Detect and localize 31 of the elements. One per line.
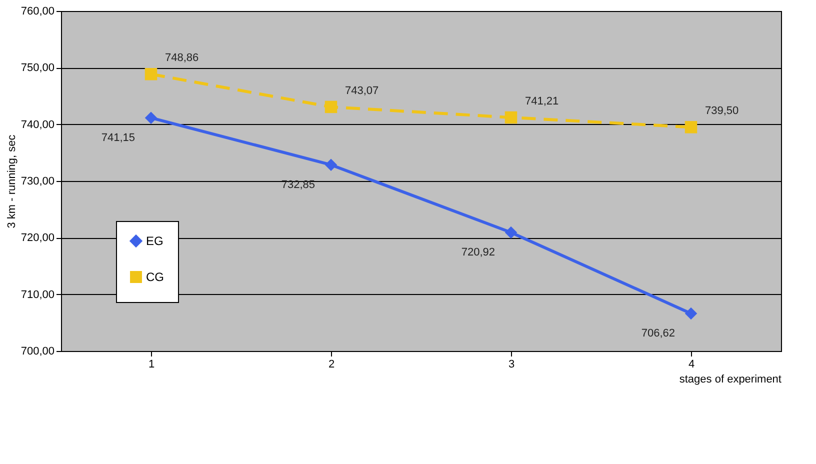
point xyxy=(144,112,158,124)
x-tick-label: 1 xyxy=(148,358,155,370)
point xyxy=(144,68,158,80)
legend-label: EG xyxy=(146,234,164,248)
data-label: 732,85 xyxy=(281,178,315,191)
y-tick-label: 740,00 xyxy=(20,118,54,131)
y-tick-label: 710,00 xyxy=(20,288,54,301)
point xyxy=(684,121,698,134)
data-label: 743,07 xyxy=(345,84,379,97)
data-label: 748,86 xyxy=(165,52,199,64)
point xyxy=(324,100,338,114)
data-label: 720,92 xyxy=(461,246,495,258)
y-tick-label: 720,00 xyxy=(20,232,54,244)
x-tick-label: 2 xyxy=(328,358,335,370)
data-label: 706,62 xyxy=(641,327,675,340)
x-tick-label: 3 xyxy=(508,358,515,370)
y-axis-title: 3 km - running, sec xyxy=(6,134,18,228)
y-tick-label: 730,00 xyxy=(20,176,54,188)
legend-label: CG xyxy=(146,270,164,284)
data-label: 739,50 xyxy=(705,105,739,118)
point xyxy=(504,111,518,124)
y-tick-label: 760,00 xyxy=(20,6,54,18)
y-tick-label: 700,00 xyxy=(20,346,54,358)
x-tick-label: 4 xyxy=(688,358,695,370)
data-label: 741,21 xyxy=(525,95,559,108)
point xyxy=(324,158,338,171)
point xyxy=(684,307,698,320)
y-tick-label: 750,00 xyxy=(20,62,54,74)
point xyxy=(504,226,518,239)
x-axis-title: stages of experiment xyxy=(679,374,782,386)
data-label: 741,15 xyxy=(101,132,135,144)
